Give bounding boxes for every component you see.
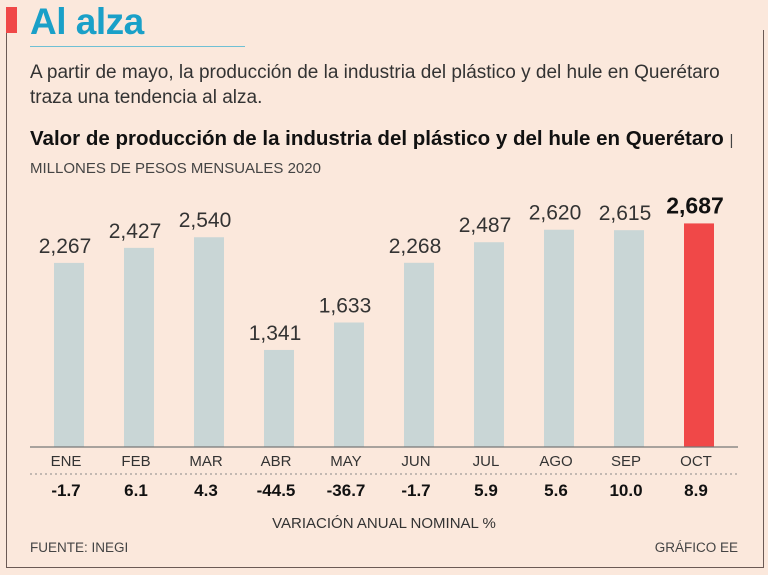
variation-value: 8.9 [684,481,708,500]
bar-sep [614,230,644,447]
value-label: 2,267 [39,235,92,258]
month-label: MAR [189,453,223,470]
value-label: 2,268 [389,235,442,258]
month-label: ENE [51,453,82,470]
month-label: ABR [261,453,292,470]
variation-caption: VARIACIÓN ANUAL NOMINAL % [272,515,496,532]
bar-abr [264,349,294,447]
chart-title: Valor de producción de la industria del … [30,126,760,182]
month-label: OCT [680,453,712,470]
value-label: 2,427 [109,220,162,243]
month-label: MAY [330,453,361,470]
value-label: 1,633 [319,294,372,317]
variation-value: 10.0 [609,481,642,500]
bar-jul [474,242,504,447]
bar-may [334,322,364,447]
month-label: FEB [121,453,150,470]
month-label: JUN [401,453,430,470]
source-note: FUENTE: INEGI [30,540,129,555]
chart-frame [6,30,764,568]
bar-mar [194,237,224,447]
value-label: 2,540 [179,209,232,232]
headline: Al alza [30,1,144,42]
month-label: SEP [611,453,641,470]
month-label: JUL [473,453,500,470]
value-label: 2,687 [666,192,724,218]
variation-value: 4.3 [194,481,218,500]
variation-value: 5.6 [544,481,568,500]
bar-ago [544,229,574,447]
variation-value: -44.5 [257,481,296,500]
bar-feb [124,247,154,447]
month-label: AGO [539,453,572,470]
variation-value: 6.1 [124,481,148,500]
value-label: 1,341 [249,322,302,345]
variation-value: -1.7 [401,481,430,500]
value-label: 2,487 [459,214,512,237]
subtitle: A partir de mayo, la producción de la in… [30,62,720,108]
chart-units: | MILLONES DE PESOS MENSUALES 2020 [30,132,734,177]
chart-title-text: Valor de producción de la industria del … [30,127,724,150]
title-accent-mark [6,7,17,33]
value-label: 2,620 [529,202,582,225]
variation-value: 5.9 [474,481,498,500]
credit-note: GRÁFICO EE [654,540,738,555]
bar-oct [684,223,714,447]
bar-ene [54,262,84,447]
headline-rule [30,46,245,47]
variation-value: -1.7 [51,481,80,500]
bar-jun [404,262,434,447]
variation-value: -36.7 [327,481,366,500]
value-label: 2,615 [599,202,652,225]
